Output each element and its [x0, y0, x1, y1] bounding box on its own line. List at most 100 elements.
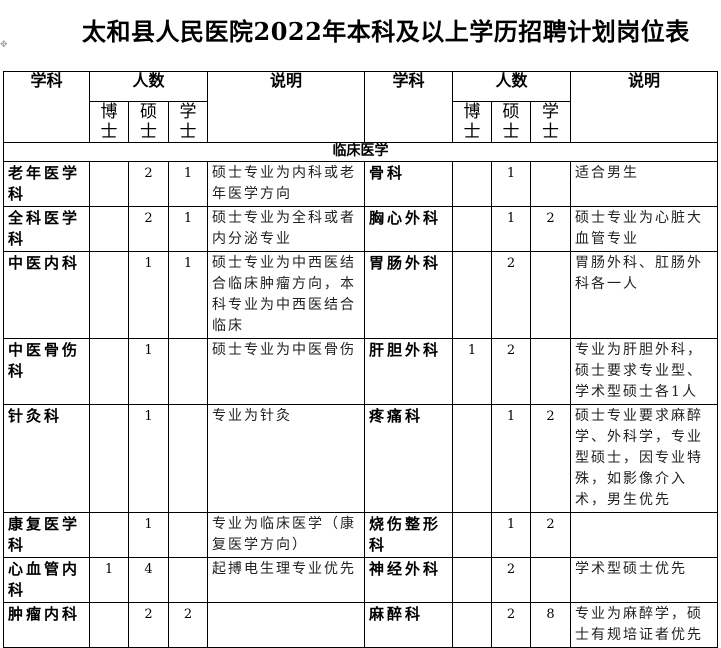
bachelor-count: 2: [167, 602, 209, 648]
note-cell: 硕士专业为中西医结合临床肿瘤方向，本科专业为中西医结合临床: [207, 251, 366, 339]
bachelor-count: 1: [167, 161, 209, 207]
master-count: 1: [491, 161, 532, 207]
master-count: 2: [128, 206, 169, 252]
note-cell: 硕士专业为心脏大血管专业: [570, 206, 719, 252]
table-row: 中医骨伤科 1 硕士专业为中医骨伤 肝胆外科 1 2 专业为肝胆外科，硕士要求专业型、学术型…: [3, 338, 719, 405]
master-count: 1: [128, 338, 169, 405]
note-cell: 起搏电生理专业优先: [207, 557, 366, 603]
header-subject: 学科: [364, 71, 454, 143]
note-cell: 专业为针灸: [207, 404, 366, 513]
bachelor-count: [530, 557, 572, 603]
header-phd: 博士: [89, 101, 129, 143]
bachelor-count: [530, 251, 572, 339]
bachelor-count: [167, 404, 209, 513]
table-move-handle-icon[interactable]: ✥: [0, 40, 8, 50]
header-count: 人数: [88, 71, 209, 102]
master-count: 1: [128, 404, 169, 513]
phd-count: [89, 161, 129, 207]
bachelor-count: [530, 338, 572, 405]
header-subject: 学科: [3, 71, 90, 143]
phd-count: [452, 512, 493, 558]
table-row: 全科医学科 2 1 硕士专业为全科或者内分泌专业 胸心外科 1 2 硕士专业为心脏大血管专业: [3, 206, 719, 252]
note-cell: 适合男生: [570, 161, 719, 207]
subject-cell: 肝胆外科: [364, 338, 454, 405]
header-bachelor: 学士: [167, 101, 209, 143]
note-cell: 专业为临床医学（康复医学方向）: [207, 512, 366, 558]
table-row: 肿瘤内科 2 2 麻醉科 2 8 专业为麻醉学，硕士有规培证者优先: [3, 602, 719, 648]
subject-cell: 中医内科: [3, 251, 90, 339]
header-bachelor: 学士: [530, 101, 572, 143]
bachelor-count: [167, 338, 209, 405]
subject-cell: 胃肠外科: [364, 251, 454, 339]
bachelor-count: 2: [530, 206, 572, 252]
phd-count: [452, 602, 493, 648]
note-cell: 硕士专业为内科或老年医学方向: [207, 161, 366, 207]
master-count: 1: [491, 404, 532, 513]
master-count: 2: [491, 557, 532, 603]
table-row: 心血管内科 1 4 起搏电生理专业优先 神经外科 2 学术型硕士优先: [3, 557, 719, 603]
table-row: 老年医学科 2 1 硕士专业为内科或老年医学方向 骨科 1 适合男生: [3, 161, 719, 207]
bachelor-count: [167, 557, 209, 603]
subject-cell: 针灸科: [3, 404, 90, 513]
page-title: 太和县人民医院2022年本科及以上学历招聘计划岗位表: [82, 17, 690, 46]
bachelor-count: 1: [167, 251, 209, 339]
phd-count: 1: [452, 338, 493, 405]
phd-count: [89, 512, 129, 558]
phd-count: [89, 206, 129, 252]
master-count: 1: [491, 512, 532, 558]
bachelor-count: [167, 512, 209, 558]
subject-cell: 疼痛科: [364, 404, 454, 513]
phd-count: [89, 251, 129, 339]
header-count: 人数: [452, 71, 572, 102]
subject-cell: 心血管内科: [3, 557, 90, 603]
phd-count: [89, 602, 129, 648]
master-count: 1: [491, 206, 532, 252]
master-count: 4: [128, 557, 169, 603]
table-row: 针灸科 1 专业为针灸 疼痛科 1 2 硕士专业要求麻醉学、外科学，专业型硕士，因专业特殊，…: [3, 404, 719, 513]
bachelor-count: 1: [167, 206, 209, 252]
subject-cell: 肿瘤内科: [3, 602, 90, 648]
master-count: 2: [491, 251, 532, 339]
phd-count: [452, 251, 493, 339]
subject-cell: 神经外科: [364, 557, 454, 603]
subject-cell: 麻醉科: [364, 602, 454, 648]
subject-cell: 骨科: [364, 161, 454, 207]
phd-count: 1: [89, 557, 129, 603]
bachelor-count: [530, 161, 572, 207]
table-row: 中医内科 1 1 硕士专业为中西医结合临床肿瘤方向，本科专业为中西医结合临床 胃肠外科 2…: [3, 251, 719, 339]
note-cell: 专业为肝胆外科，硕士要求专业型、学术型硕士各1人: [570, 338, 719, 405]
subject-cell: 老年医学科: [3, 161, 90, 207]
header-master: 硕士: [128, 101, 169, 143]
recruitment-table: 学科 人数 说明 学科 人数 说明 博士 硕士 学士 博士 硕士 学士 临床医学…: [2, 71, 719, 648]
bachelor-count: 8: [530, 602, 572, 648]
phd-count: [452, 161, 493, 207]
section-title: 临床医学: [2, 142, 719, 162]
table-row: 康复医学科 1 专业为临床医学（康复医学方向） 烧伤整形科 1 2: [3, 512, 719, 558]
note-cell: [570, 512, 719, 558]
note-cell: 学术型硕士优先: [570, 557, 719, 603]
header-phd: 博士: [452, 101, 493, 143]
phd-count: [89, 404, 129, 513]
header-note: 说明: [570, 71, 719, 143]
note-cell: 硕士专业为中医骨伤: [207, 338, 366, 405]
note-cell: [207, 602, 366, 648]
phd-count: [452, 557, 493, 603]
master-count: 2: [491, 338, 532, 405]
header-master: 硕士: [491, 101, 532, 143]
note-cell: 硕士专业要求麻醉学、外科学，专业型硕士，因专业特殊，如影像介入术，男生优先: [570, 404, 719, 513]
phd-count: [452, 404, 493, 513]
phd-count: [452, 206, 493, 252]
header-note: 说明: [207, 71, 366, 143]
note-cell: 胃肠外科、肛肠外科各一人: [570, 251, 719, 339]
subject-cell: 中医骨伤科: [3, 338, 90, 405]
note-cell: 硕士专业为全科或者内分泌专业: [207, 206, 366, 252]
master-count: 2: [128, 161, 169, 207]
master-count: 1: [128, 251, 169, 339]
master-count: 2: [128, 602, 169, 648]
subject-cell: 全科医学科: [3, 206, 90, 252]
subject-cell: 康复医学科: [3, 512, 90, 558]
master-count: 1: [128, 512, 169, 558]
phd-count: [89, 338, 129, 405]
bachelor-count: 2: [530, 512, 572, 558]
bachelor-count: 2: [530, 404, 572, 513]
